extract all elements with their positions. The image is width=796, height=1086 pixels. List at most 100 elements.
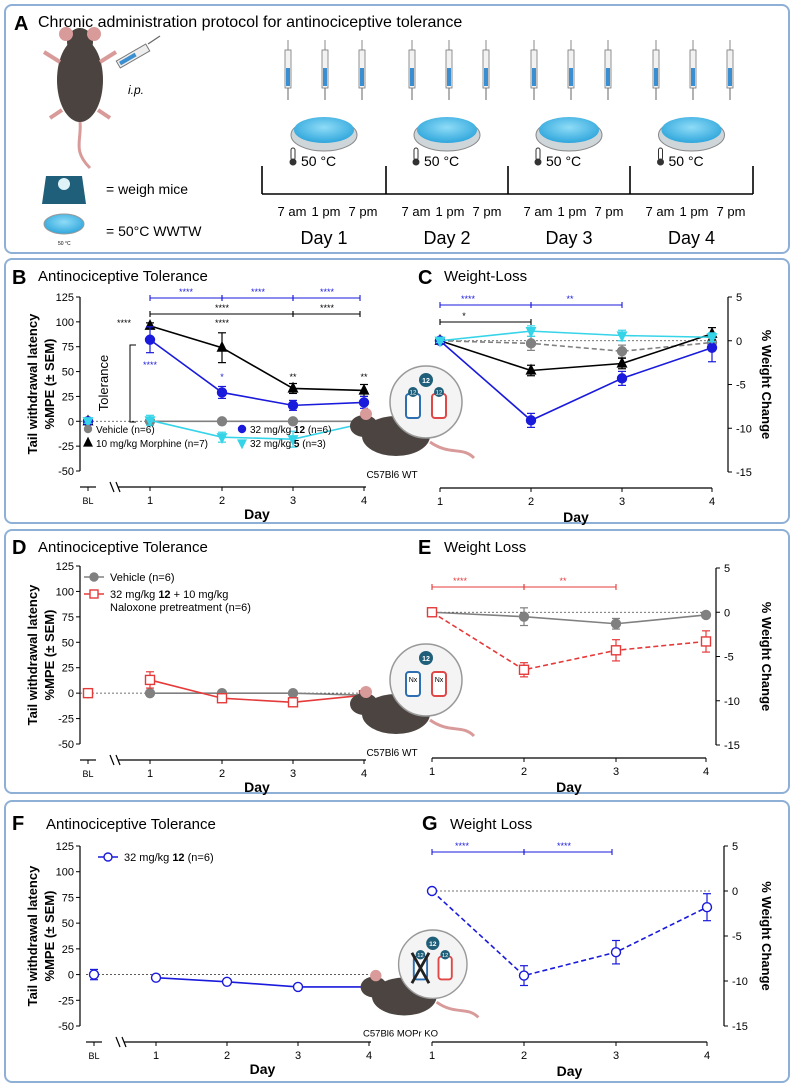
panel-letter: F — [12, 813, 24, 835]
series-10 — [434, 326, 718, 377]
significance-stars: **** — [453, 576, 468, 586]
wwtw-icon: 50 °C — [43, 213, 85, 247]
syringe-icon — [530, 40, 538, 100]
chart-title: Weight-Loss — [444, 268, 527, 285]
tolerance-bracket — [129, 344, 136, 423]
mouse-tail — [435, 1001, 480, 1019]
x-tick-label: 3 — [295, 1050, 301, 1062]
y-tick-label: -50 — [58, 1021, 74, 1033]
data-point — [287, 381, 299, 393]
significance-stars: **** — [320, 287, 335, 297]
significance-stars: **** — [179, 287, 194, 297]
syringe-fluid — [569, 68, 573, 86]
y-axis-label: Tail withdrawal latency %MPE (± SEM) — [25, 865, 57, 1006]
y-tick-label: 0 — [68, 688, 74, 700]
temp-label: 50 °C — [301, 153, 336, 169]
receptor-red — [431, 393, 447, 419]
y-tick-label: -25 — [58, 995, 74, 1007]
y-tick-label: 75 — [62, 892, 74, 904]
day-label: Day 3 — [545, 228, 592, 248]
series-line — [155, 976, 369, 988]
series-line — [149, 419, 365, 440]
significance-stars: **** — [455, 841, 470, 851]
data-point — [426, 885, 438, 897]
data-point — [525, 338, 537, 349]
mouse-tail — [429, 718, 476, 738]
stars-morphine-d2: **** — [215, 318, 230, 328]
y-tick-label: -15 — [732, 1021, 748, 1033]
receptor-circle — [397, 929, 468, 1000]
data-point — [426, 607, 438, 618]
x-tick-label: 3 — [613, 766, 619, 778]
mouse-strain-label: C57Bl6 WT — [366, 470, 417, 481]
receptor-red — [437, 955, 453, 981]
data-point — [237, 424, 247, 434]
mouse-tail — [429, 440, 476, 460]
y-tick-label: 100 — [56, 317, 74, 329]
chart-title: Antinociceptive Tolerance — [38, 539, 208, 556]
chart-d: D Antinociceptive Tolerance Tail withdrawa… — [12, 537, 370, 795]
drug-molecule — [419, 651, 433, 665]
data-point — [287, 697, 299, 708]
data-point — [287, 400, 299, 411]
y-tick-label: 75 — [62, 612, 74, 624]
drug-molecule — [419, 373, 433, 387]
data-point — [518, 611, 530, 622]
y-axis-label: % Weight Change — [759, 330, 774, 440]
syringe-fluid — [728, 68, 732, 86]
mouse-ear — [370, 969, 382, 982]
drug-label: 12 — [422, 378, 430, 385]
data-point — [82, 417, 94, 429]
data-point — [287, 416, 299, 427]
x-tick-label: 4 — [709, 496, 715, 508]
data-point — [518, 664, 530, 675]
data-point — [292, 981, 304, 993]
dish-water — [294, 117, 354, 143]
series-10 — [82, 318, 370, 426]
time-label: 7 pm — [595, 204, 624, 219]
mouse-strain-label: C57Bl6 MOPr KO — [363, 1028, 438, 1039]
x-tick-label: 2 — [521, 766, 527, 778]
x-tick-label: 4 — [703, 766, 709, 778]
panel-letter: D — [12, 537, 26, 559]
data-point — [706, 342, 718, 353]
y-tick-label: -5 — [724, 652, 734, 664]
data-point — [700, 636, 712, 647]
x-tick-label: 1 — [153, 1050, 159, 1062]
syringe-icon — [358, 40, 366, 100]
x-tick-label: 2 — [521, 1050, 527, 1062]
y-tick-label: 100 — [56, 867, 74, 879]
nx-label-blue: Nx — [409, 677, 418, 684]
data-point — [144, 416, 156, 428]
data-point — [88, 969, 100, 980]
syringe-icon — [689, 40, 697, 100]
y-tick-label: 25 — [62, 944, 74, 956]
y-axis-label: Tail withdrawal latency %MPE (± SEM) — [25, 584, 57, 725]
time-label: 7 am — [402, 204, 431, 219]
y-tick-label: 0 — [724, 607, 730, 619]
y-tick-label: 125 — [56, 841, 74, 853]
y-tick-label: 0 — [68, 970, 74, 982]
drug-on-receptor — [415, 949, 426, 960]
y-axis-label-line1: Tail withdrawal latency — [25, 584, 40, 725]
data-point — [525, 415, 537, 426]
chart-f: F Antinociceptive Tolerance Tail withdrawa… — [12, 813, 375, 1077]
x-axis-label: Day — [557, 1063, 583, 1079]
time-label: 7 am — [524, 204, 553, 219]
time-label: 7 pm — [717, 204, 746, 219]
chart-title: Weight Loss — [444, 539, 526, 556]
drug-on-receptor-label: 12 — [442, 953, 448, 959]
x-tick-label: 1 — [429, 766, 435, 778]
time-label: 7 pm — [473, 204, 502, 219]
temp-label: 50 °C — [424, 153, 459, 169]
chart-b: B Antinociceptive Tolerance Tail withdrawa… — [12, 267, 370, 522]
significance-stars: **** — [461, 294, 476, 304]
data-point — [358, 383, 370, 395]
y-tick-label: 5 — [732, 841, 738, 853]
nx-label-red: Nx — [435, 677, 444, 684]
temp-label: 50 °C — [669, 153, 704, 169]
x-tick-label: 1 — [437, 496, 443, 508]
